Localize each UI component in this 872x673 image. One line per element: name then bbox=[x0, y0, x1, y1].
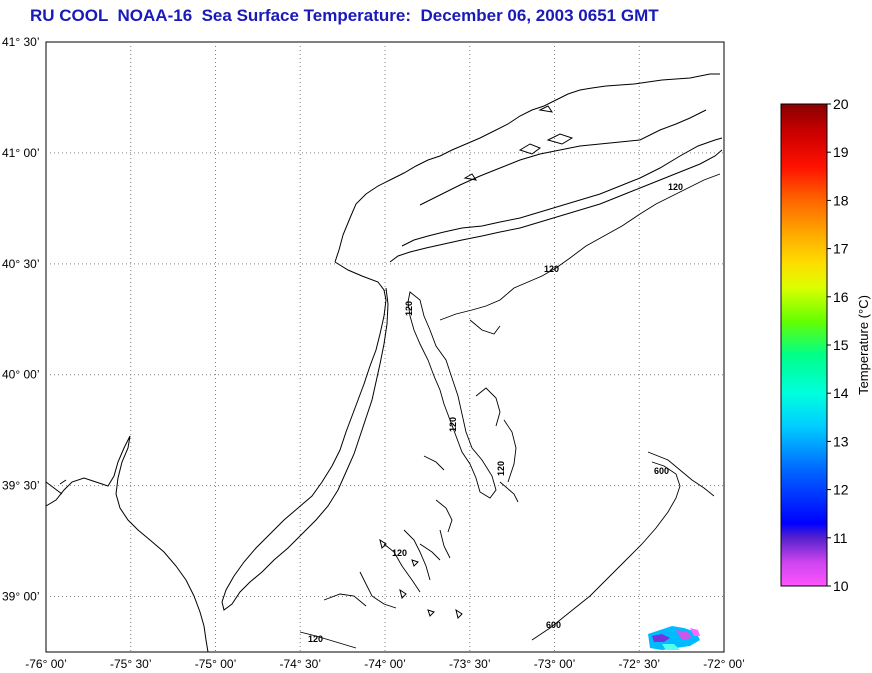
contour-label: 600 bbox=[654, 466, 669, 476]
shelf-fragments bbox=[379, 538, 463, 619]
colorbar-tick-label: 19 bbox=[833, 144, 849, 160]
coastlines bbox=[45, 73, 723, 653]
contour-label: 120 bbox=[448, 417, 458, 432]
latitude-labels: 41° 30’ 41° 00’ 40° 30’ 40° 00’ 39° 30’ 39° 0… bbox=[2, 35, 40, 604]
colorbar-tick-label: 17 bbox=[833, 241, 849, 257]
longitude-label: -74° 30’ bbox=[280, 657, 322, 671]
contour-120-shelf bbox=[323, 455, 453, 607]
contour-120-main bbox=[299, 173, 721, 649]
colorbar-ramp bbox=[780, 103, 828, 587]
contour-label: 120 bbox=[392, 548, 407, 558]
contour-600 bbox=[531, 451, 715, 641]
contour-label: 120 bbox=[668, 182, 683, 192]
contour-label: 120 bbox=[544, 264, 559, 274]
coastline-delaware bbox=[45, 435, 209, 653]
latitude-label: 41° 00’ bbox=[2, 146, 40, 160]
contour-labels: 120 120 120 120 120 120 120 600 600 bbox=[308, 182, 683, 644]
colorbar-tick-label: 20 bbox=[833, 96, 849, 112]
longitude-label: -75° 30’ bbox=[110, 657, 152, 671]
longitude-label: -73° 00’ bbox=[534, 657, 576, 671]
longitude-labels: -76° 00’ -75° 30’ -75° 00’ -74° 30’ -74° 00’… bbox=[25, 657, 745, 671]
contour-label: 600 bbox=[546, 620, 561, 630]
colorbar-ticks: 10 11 12 13 14 15 16 17 18 19 20 bbox=[827, 96, 849, 594]
coastline-long-island bbox=[389, 109, 723, 263]
latitude-label: 41° 30’ bbox=[2, 35, 40, 49]
longitude-label: -72° 00’ bbox=[703, 657, 745, 671]
longitude-label: -73° 30’ bbox=[449, 657, 491, 671]
map-title: RU COOL NOAA-16 Sea Surface Temperature:… bbox=[30, 6, 659, 25]
colorbar-title: Temperature (°C) bbox=[856, 295, 871, 395]
colorbar-tick-label: 16 bbox=[833, 289, 849, 305]
contour-label: 120 bbox=[404, 301, 414, 316]
latitude-label: 40° 00’ bbox=[2, 368, 40, 382]
colorbar-tick-label: 12 bbox=[833, 482, 849, 498]
longitude-label: -75° 00’ bbox=[195, 657, 237, 671]
colorbar-tick-label: 10 bbox=[833, 578, 849, 594]
coastline-new-jersey bbox=[221, 261, 389, 611]
colorbar: 10 11 12 13 14 15 16 17 18 19 20 Temperature (°C) bbox=[780, 96, 871, 594]
contour-120 bbox=[407, 291, 497, 499]
longitude-label: -72° 30’ bbox=[619, 657, 661, 671]
colorbar-tick-label: 14 bbox=[833, 385, 849, 401]
longitude-label: -74° 00’ bbox=[364, 657, 406, 671]
contour-label: 120 bbox=[496, 461, 506, 476]
coastline-new-england bbox=[334, 73, 720, 263]
sst-data-patch bbox=[648, 626, 700, 650]
colorbar-tick-label: 11 bbox=[833, 530, 848, 546]
colorbar-tick-label: 18 bbox=[833, 192, 849, 208]
latitude-label: 40° 30’ bbox=[2, 257, 40, 271]
latitude-label: 39° 00’ bbox=[2, 590, 40, 604]
longitude-label: -76° 00’ bbox=[25, 657, 67, 671]
graticule bbox=[46, 42, 724, 652]
colorbar-tick-label: 13 bbox=[833, 433, 849, 449]
latitude-label: 39° 30’ bbox=[2, 479, 40, 493]
coastline-islands-sound bbox=[463, 105, 574, 181]
colorbar-tick-label: 15 bbox=[833, 337, 849, 353]
bathymetry-contours bbox=[299, 173, 721, 649]
contour-label: 120 bbox=[308, 634, 323, 644]
